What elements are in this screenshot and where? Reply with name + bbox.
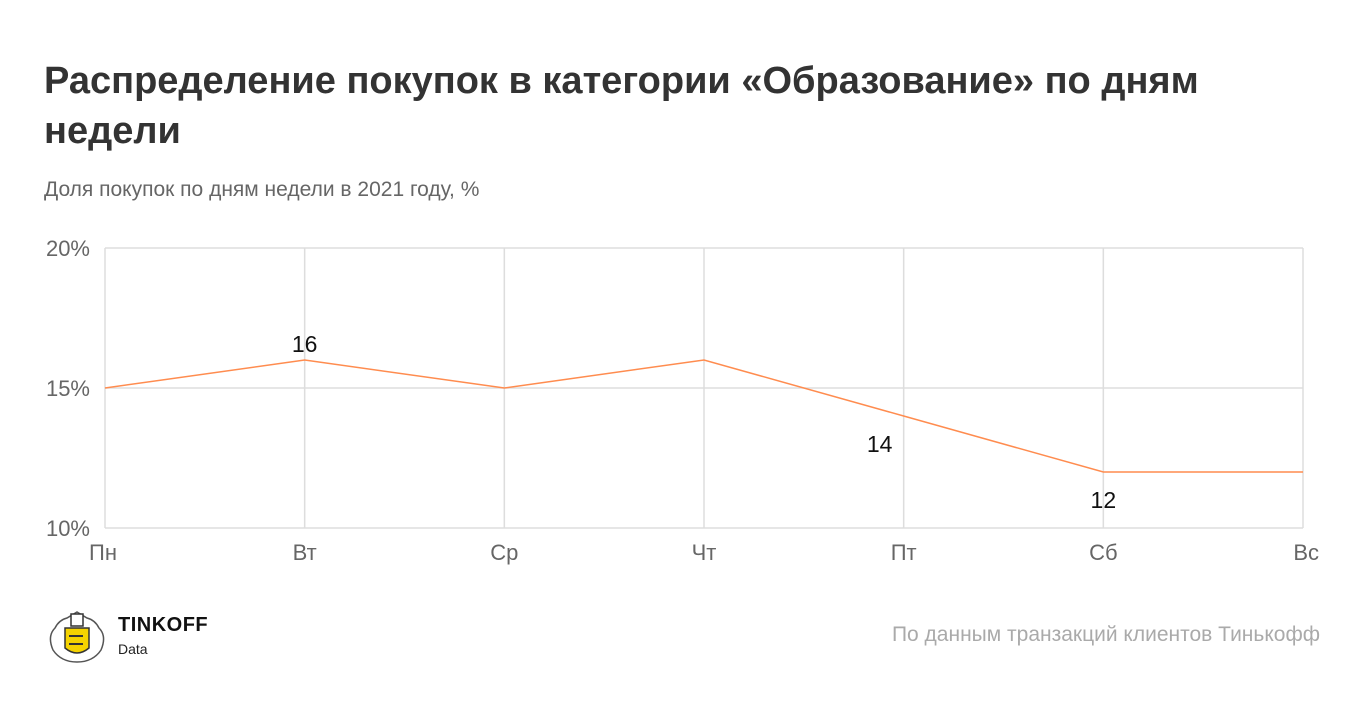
source-note: По данным транзакций клиентов Тинькофф xyxy=(891,623,1320,646)
x-tick-label: Пт xyxy=(891,540,917,565)
tinkoff-logo-icon xyxy=(49,611,105,663)
x-tick-label: Ср xyxy=(490,540,518,565)
brand-name: TINKOFF xyxy=(118,614,209,636)
chart-subtitle: Доля покупок по дням недели в 2021 году,… xyxy=(44,178,480,201)
data-label: 14 xyxy=(867,431,893,457)
chart-title: Распределение покупок в категории «Образ… xyxy=(44,60,1199,152)
brand-sub: Data xyxy=(118,641,148,657)
line-chart: 10% 15% 20% Пн Вт Ср Чт Пт Сб Вс 16 14 12 xyxy=(46,236,1319,565)
x-tick-label: Сб xyxy=(1089,540,1118,565)
x-tick-label: Чт xyxy=(692,540,717,565)
data-label: 16 xyxy=(292,331,318,357)
x-tick-label: Вс xyxy=(1293,540,1319,565)
y-tick-label: 20% xyxy=(46,236,90,261)
data-label: 12 xyxy=(1091,487,1117,513)
y-tick-label: 10% xyxy=(46,516,90,541)
x-tick-label: Вт xyxy=(293,540,317,565)
y-tick-label: 15% xyxy=(46,376,90,401)
x-tick-label: Пн xyxy=(89,540,117,565)
